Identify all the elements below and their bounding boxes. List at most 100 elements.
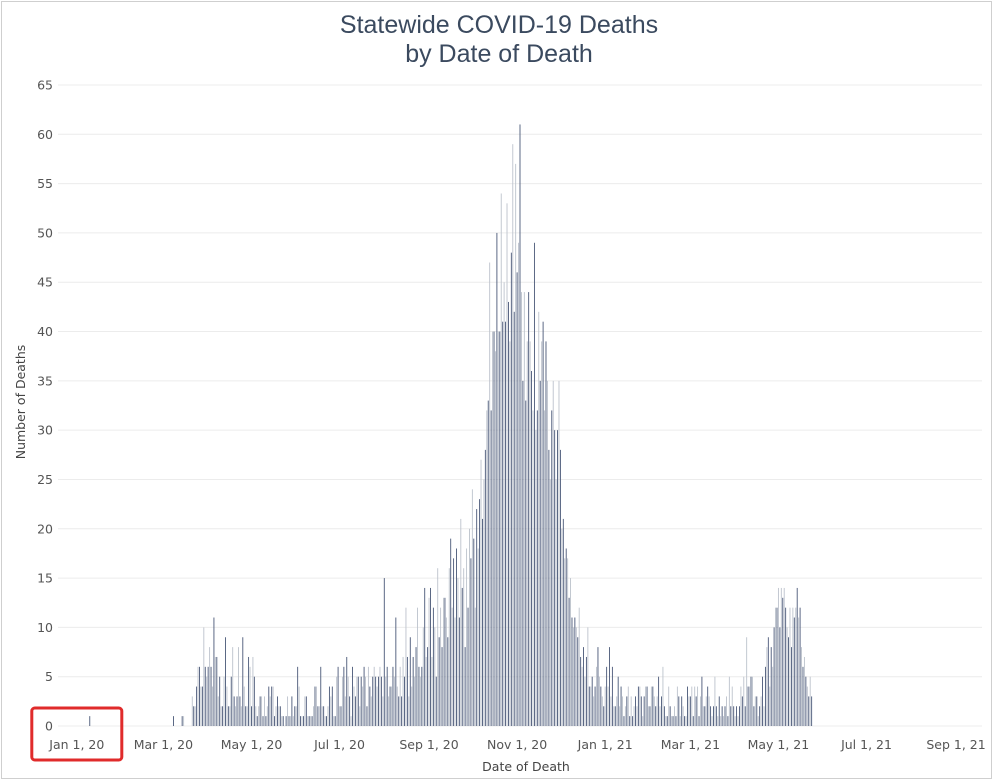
bar [401,696,403,726]
bar [587,627,589,726]
bar [671,716,673,726]
bar [173,716,174,726]
x-tick-label: Nov 1, 20 [487,737,547,752]
bar [503,282,505,726]
bar [222,706,224,726]
bar [630,696,632,726]
bar [744,706,746,726]
bar [662,666,664,726]
bar [585,656,587,726]
bar [546,380,548,726]
bar [688,696,690,726]
bar [656,696,658,726]
bar [777,587,779,726]
bar [763,706,765,726]
bar [720,716,722,726]
bar [417,607,418,726]
bar [489,262,491,726]
bar [789,607,791,726]
bar [617,676,619,726]
bar [373,666,375,726]
bar [314,686,316,726]
bar [344,696,346,726]
bar [243,686,245,726]
bar [457,578,459,726]
bar [248,656,250,726]
bar [201,686,203,726]
x-axis-title: Date of Death [482,759,570,774]
bar [697,686,699,726]
bar [493,331,495,726]
bar [509,341,511,726]
bar [551,410,553,726]
bar [370,696,372,726]
bar [304,696,306,726]
bar [606,666,608,726]
bar [434,627,436,726]
bar [601,696,603,726]
bar [558,380,560,726]
bar [574,617,576,726]
y-tick-label: 5 [45,669,53,684]
bar [681,696,683,726]
bar [544,410,545,726]
bar [529,341,531,726]
bar [549,479,551,726]
bar [379,666,381,726]
y-tick-label: 25 [37,472,53,487]
bar [623,716,625,726]
bar [301,716,303,726]
bar [483,479,485,726]
bar [648,706,649,726]
bar [456,548,457,726]
bar [730,706,732,726]
bar [464,647,466,726]
x-tick-label: Jan 1, 20 [48,737,104,752]
bar [471,489,473,726]
bar [516,272,518,726]
bar [295,706,297,726]
bar [518,242,520,726]
bar [199,666,200,726]
bar [531,370,532,726]
bar [311,716,313,726]
bar [632,716,634,726]
bar [217,696,219,726]
bar [253,676,255,726]
bar [197,666,199,726]
bar [249,666,251,726]
bar [431,656,433,726]
bar [383,578,385,726]
bar [349,696,351,726]
x-tick-label: Jan 1, 21 [577,737,633,752]
bar [399,666,401,726]
bar [577,637,579,726]
bar [327,706,329,726]
bar [380,676,382,726]
bar [207,666,209,726]
bar [386,666,388,726]
bar [757,716,759,726]
bar [297,666,299,726]
bar [246,706,248,726]
bar [492,331,494,726]
bar [360,676,362,726]
bar [508,301,509,726]
bar [779,627,781,726]
bar [609,647,610,726]
bar [786,627,788,726]
bar [785,607,787,726]
bar [181,716,183,726]
bar [505,321,507,726]
bar [496,232,498,727]
bar [406,656,408,726]
bar [307,716,309,726]
bar [619,706,621,726]
bar [500,193,502,727]
bar [315,686,317,726]
bar [565,548,567,726]
bar [287,696,289,726]
bar [404,676,405,726]
bar [639,686,641,726]
